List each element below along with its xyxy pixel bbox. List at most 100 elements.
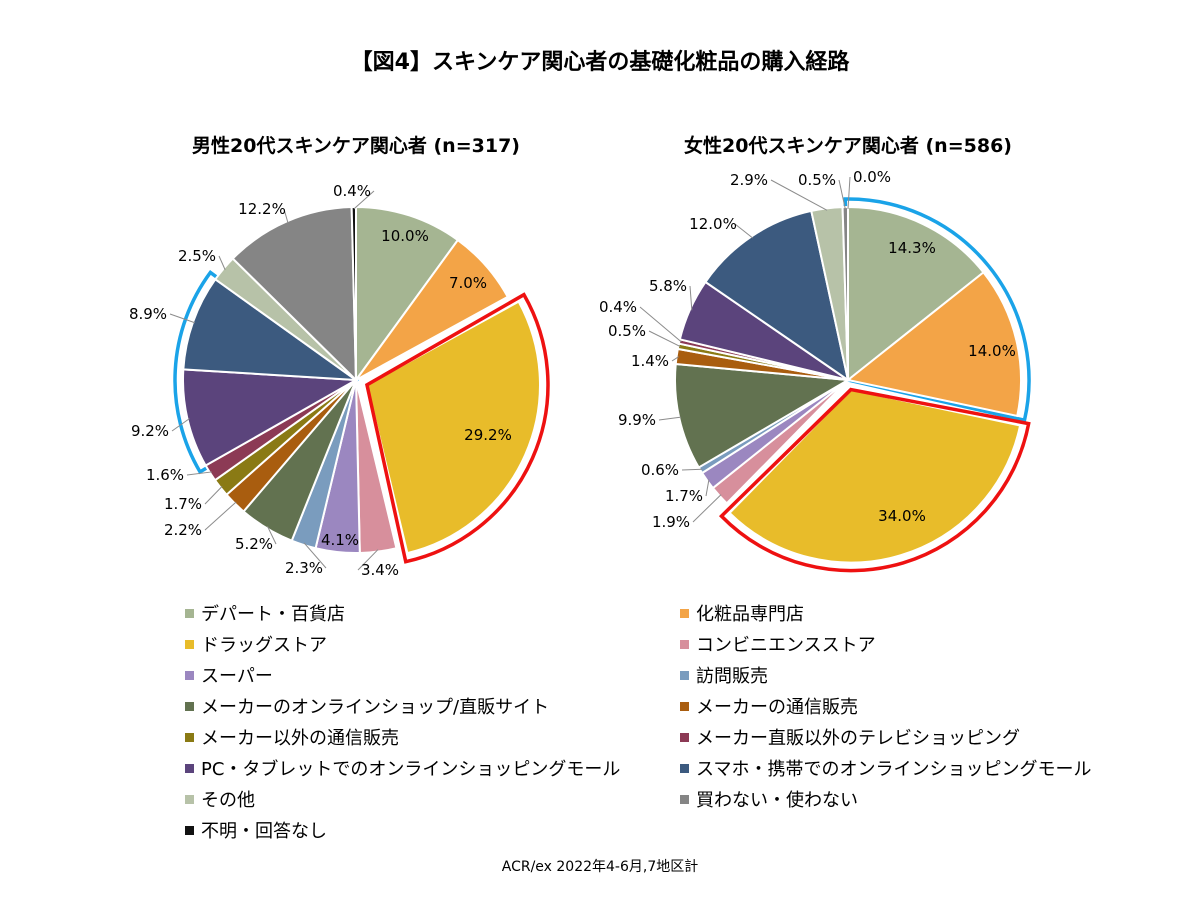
legend-item: その他 [185,784,255,814]
pct-label: 0.0% [853,168,891,186]
legend-item: 不明・回答なし [185,815,327,845]
pie-slice [355,238,510,381]
pie-slice [728,388,1022,564]
legend-swatch [185,794,194,804]
legend-label: PC・タブレットでのオンラインショッピングモール [201,759,621,780]
legend-label: 買わない・使わない [696,790,858,811]
pct-label: 10.0% [381,227,429,245]
leader-line [357,549,379,571]
leader-line [838,179,846,210]
pct-label: 2.3% [285,559,323,577]
pct-label: 0.6% [641,461,679,479]
legend-swatch [680,763,689,773]
legend-label: メーカー以外の通信販売 [201,728,399,749]
legend-swatch [185,732,194,742]
legend-item: デパート・百貨店 [185,598,345,628]
legend-swatch [680,670,689,680]
male-chart-title: 男性20代スキンケア関心者 (n=317) [192,134,520,157]
legend-label: メーカー直販以外のテレビショッピング [696,728,1020,749]
pct-label: 1.7% [665,487,703,505]
pie-slice [365,300,541,555]
pct-label: 0.5% [608,322,646,340]
leader-line [283,208,289,224]
legend-swatch [680,639,689,649]
legend-label: メーカーのオンラインショップ/直販サイト [201,697,550,718]
pct-label: 1.7% [164,495,202,513]
highlight-outline-blue [843,197,1031,423]
pct-label: 8.9% [129,305,167,323]
pie-slice [355,205,460,384]
legend-swatch [680,794,689,804]
legend-label: ドラッグストア [201,635,327,656]
legend-item: コンビニエンスストア [680,629,876,659]
pct-label: 1.6% [146,466,184,484]
leader-line [169,313,196,324]
female-pie: 14.3% 14.0% 34.0% 1.9% 1.7% 0.6% 9.9% 1.4% 0.5% 0… [599,168,1031,573]
legend-swatch [680,732,689,742]
leader-line [734,223,754,239]
pie-slice [704,209,850,383]
legend-label: 化粧品専門店 [696,604,804,625]
legend-swatch [185,825,194,835]
legend-swatch [185,639,194,649]
legend-swatch [185,608,194,618]
legend-label: スーパー [201,666,273,687]
pct-label: 4.1% [321,531,359,549]
legend-item: 訪問販売 [680,660,768,690]
legend-item: メーカー直販以外のテレビショッピング [680,722,1020,752]
pie-slice [845,270,1022,418]
pct-label: 12.0% [689,215,737,233]
pct-label: 3.4% [361,561,399,579]
pct-label: 0.4% [599,298,637,316]
leader-line [353,190,375,210]
pct-label: 14.3% [888,239,936,257]
pct-label: 1.4% [631,352,669,370]
leader-line [186,471,212,476]
pct-label: 9.2% [131,422,169,440]
leader-line [171,418,190,432]
leader-line [303,542,327,569]
legend-label: スマホ・携帯でのオンラインショッピングモール [696,759,1092,780]
pct-label: 5.8% [649,277,687,295]
leader-line [705,479,710,497]
legend-label: メーカーの通信販売 [696,697,858,718]
legend-item: スマホ・携帯でのオンラインショッピングモール [680,753,1091,783]
legend-item: PC・タブレットでのオンラインショッピングモール [185,753,620,783]
legend-label: 不明・回答なし [201,821,327,842]
pct-label: 34.0% [878,507,926,525]
pct-label: 5.2% [235,535,273,553]
legend-item: 買わない・使わない [680,784,858,814]
charts-svg: 男性20代スキンケア関心者 (n=317) 女性20代スキンケア関心者 (n=5… [129,134,1031,579]
pct-label: 2.9% [730,171,768,189]
legend-label: その他 [201,790,255,811]
pct-label: 7.0% [449,274,487,292]
legend-swatch [185,701,194,711]
main-title: 【図4】スキンケア関心者の基礎化粧品の購入経路 [350,50,850,75]
leader-line [648,330,681,348]
legend-item: メーカーの通信販売 [680,691,858,721]
legend-label: 訪問販売 [696,666,768,687]
legend-swatch [680,608,689,618]
source-note: ACR/ex 2022年4-6月,7地区計 [501,859,699,875]
leader-line [267,526,277,545]
legend-label: コンビニエンスストア [696,635,876,656]
pct-label: 29.2% [464,426,512,444]
legend-item: 化粧品専門店 [680,598,804,628]
leader-line [658,416,682,421]
legend-swatch [185,763,194,773]
pct-label: 1.9% [652,513,690,531]
legend-swatch [185,670,194,680]
leader-line [204,501,237,531]
leader-line [639,306,682,343]
legend-label: デパート・百貨店 [201,604,345,625]
legend-swatch [680,701,689,711]
leader-line [689,285,693,311]
pct-label: 0.4% [333,182,371,200]
male-pie: 10.0% 7.0% 29.2% 3.4%4.1% 2.3% 5.2% 2.2% 1.7% 1.… [129,182,550,579]
leader-line [218,255,226,271]
highlight-outline-red [364,292,550,564]
pct-label: 2.2% [164,521,202,539]
pct-label: 0.5% [798,171,836,189]
legend-item: メーカーのオンラインショップ/直販サイト [185,691,549,721]
pie-slice [847,205,985,383]
